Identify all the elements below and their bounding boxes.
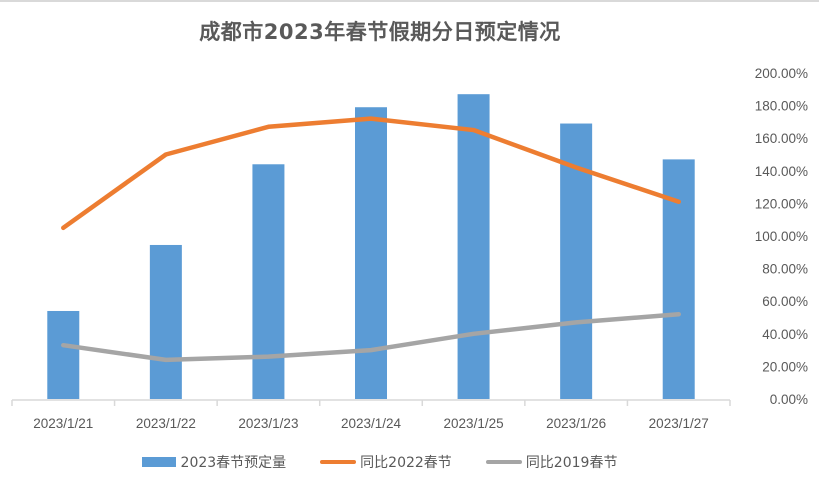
- line-series: [61, 116, 681, 231]
- legend-item: 同比2019春节: [485, 452, 618, 472]
- x-axis-tick-label: 2023/1/27: [649, 416, 709, 431]
- y-axis-tick-label: 140.00%: [755, 164, 808, 179]
- y-axis-tick-label: 200.00%: [755, 66, 808, 81]
- legend-label: 同比2022春节: [360, 455, 452, 471]
- y-axis-tick-label: 100.00%: [755, 229, 808, 244]
- bar: [149, 244, 182, 399]
- y-axis-tick-label: 40.00%: [762, 327, 808, 342]
- y-axis-tick-label: 60.00%: [762, 294, 808, 309]
- bar: [457, 94, 490, 399]
- legend-label: 2023春节预定量: [180, 455, 287, 471]
- x-axis-tick-label: 2023/1/25: [444, 416, 504, 431]
- y-axis-tick-label: 120.00%: [755, 196, 808, 211]
- legend-label: 同比2019春节: [525, 455, 618, 471]
- bar: [252, 164, 285, 399]
- x-axis-tick-label: 2023/1/23: [238, 416, 298, 431]
- bar: [47, 310, 80, 399]
- legend-item: 2023春节预定量: [141, 452, 287, 472]
- x-axis-tick-label: 2023/1/24: [341, 416, 402, 431]
- y-axis-tick-label: 0.00%: [770, 392, 808, 407]
- y-axis-tick-label: 160.00%: [755, 131, 808, 146]
- line-series: [61, 311, 681, 363]
- chart-title: 成都市2023年春节假期分日预定情况: [199, 20, 561, 44]
- y-axis-tick-label: 80.00%: [762, 262, 808, 277]
- x-axis-tick-label: 2023/1/26: [546, 416, 606, 431]
- legend-line-swatch-icon: [485, 460, 522, 464]
- x-axis-tick-label: 2023/1/21: [33, 416, 93, 431]
- bar: [355, 107, 387, 399]
- y-axis-tick-label: 180.00%: [755, 99, 808, 114]
- legend-bar-swatch-icon: [141, 457, 176, 467]
- legend-line-swatch-icon: [320, 460, 357, 464]
- legend: 2023春节预定量 同比2022春节 同比2019春节: [0, 452, 819, 472]
- bar: [662, 159, 695, 399]
- y-axis-tick-label: 20.00%: [762, 359, 808, 374]
- legend-item: 同比2022春节: [320, 452, 452, 472]
- x-axis-tick-label: 2023/1/22: [136, 416, 196, 431]
